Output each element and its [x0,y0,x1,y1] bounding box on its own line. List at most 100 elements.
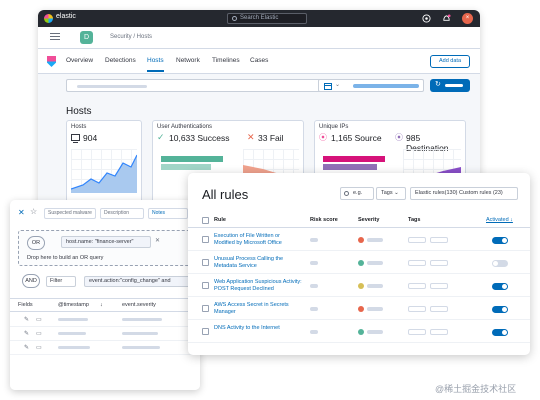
chevron-down-icon: ⌄ [335,81,340,88]
search-icon [232,16,237,21]
query-bar: ⌄ ↻ [38,74,480,96]
all-rules-panel: All rules e.g. Tags ⌄ Elastic rules(130)… [188,173,530,355]
tab-network[interactable]: Network [176,57,200,64]
notes-icon[interactable]: ▭ [36,330,42,337]
breadcrumb-bar: D Security / Hosts [38,27,480,49]
tab-detections[interactable]: Detections [105,57,136,64]
header-activated[interactable]: Activated ↓ [486,217,513,223]
severity-label [367,307,383,311]
kql-query-input[interactable] [66,79,348,92]
header-tags: Tags [408,217,420,223]
table-row[interactable]: AWS Access Secret in Secrets Manager [188,298,530,320]
rules-table-header: Rule Risk score Severity Tags Activated … [188,213,530,228]
fields-button[interactable]: Fields [18,302,33,308]
fade-overlay [10,350,200,390]
pin-icon[interactable]: ✎ [24,316,29,323]
risk-score [310,330,318,334]
search-placeholder: e.g. [353,190,362,196]
rule-name-link[interactable]: DNS Activity to the Internet [214,325,302,332]
user-avatar[interactable]: × [462,13,473,24]
security-nav: Overview Detections Hosts Network Timeli… [38,49,480,74]
host-icon [71,134,80,143]
rule-name-link[interactable]: Web Application Suspicious Activity: POS… [214,279,302,292]
menu-icon[interactable] [50,33,60,34]
description-field[interactable]: Description [100,208,144,219]
source-bar [323,156,385,162]
tag-chip[interactable]: Suspected malware [44,208,96,219]
destination-bar [323,164,377,170]
table-row[interactable]: DNS Activity to the Internet [188,321,530,343]
global-search-input[interactable]: Search Elastic [227,13,307,24]
close-icon[interactable]: ✕ [18,208,25,217]
date-picker[interactable]: ⌄ [318,79,424,92]
notifications-icon[interactable] [442,14,451,23]
filter-button[interactable]: Filter [46,276,76,287]
event-filter-pill[interactable]: event.action:"config_change" and [84,276,196,287]
tab-hosts[interactable]: Hosts [147,57,164,72]
notes-button[interactable]: Notes [148,208,188,219]
column-timestamp[interactable]: @timestamp [58,302,89,308]
severity-dot [358,260,364,266]
sort-arrow-icon[interactable]: ↓ [100,302,103,308]
star-icon[interactable]: ☆ [30,207,37,216]
timeline-column-header: Fields @timestamp ↓ event.severity [10,298,200,312]
severity-label [367,238,383,242]
notes-icon[interactable]: ▭ [36,316,42,323]
map-pin-icon: ⦿ [319,132,327,143]
activate-toggle[interactable] [492,306,508,313]
row-checkbox[interactable] [202,259,209,266]
header-risk-score[interactable]: Risk score [310,217,338,223]
rule-name-link[interactable]: AWS Access Secret in Secrets Manager [214,302,302,315]
rule-name-link[interactable]: Execution of File Written or Modified by… [214,233,302,246]
map-pin-icon: ⦿ [395,132,403,143]
header-severity[interactable]: Severity [358,217,379,223]
tag-badge [408,329,426,335]
tag-badge [408,283,426,289]
activate-toggle[interactable] [492,260,508,267]
risk-score [310,284,318,288]
row-checkbox[interactable] [202,328,209,335]
ips-source: 1,165 Source [331,133,382,143]
tab-cases[interactable]: Cases [250,57,268,64]
auth-fail: 33 Fail [258,133,284,143]
row-checkbox[interactable] [202,236,209,243]
activate-toggle[interactable] [492,329,508,336]
table-row[interactable]: ✎ ▭ [10,313,200,327]
tab-overview[interactable]: Overview [66,57,93,64]
severity-dot [358,283,364,289]
header-rule[interactable]: Rule [214,217,226,223]
tab-timelines[interactable]: Timelines [212,57,240,64]
rule-type-filter[interactable]: Elastic rules(130) Custom rules (23) [410,187,518,200]
activate-toggle[interactable] [492,237,508,244]
help-icon[interactable] [422,14,431,23]
timeline-panel: ✕ ☆ Suspected malware Description Notes … [10,200,200,390]
row-checkbox[interactable] [202,282,209,289]
chevron-down-icon: ⌄ [394,190,399,196]
table-row[interactable]: Web Application Suspicious Activity: POS… [188,275,530,297]
remove-filter-icon[interactable]: ✕ [155,237,160,244]
and-operator: AND [22,274,40,288]
breadcrumb[interactable]: Security / Hosts [110,34,152,40]
search-icon [344,191,349,196]
space-badge[interactable]: D [80,31,93,44]
refresh-icon: ↻ [435,80,441,88]
select-all-checkbox[interactable] [202,217,209,224]
table-row[interactable]: Execution of File Written or Modified by… [188,229,530,251]
host-filter-pill[interactable]: host.name: "finance-server" [61,236,151,248]
severity-dot [358,306,364,312]
query-dropzone[interactable]: OR host.name: "finance-server" ✕ Drop he… [18,230,196,266]
activate-toggle[interactable] [492,283,508,290]
kibana-header: elastic Search Elastic × [38,10,480,27]
table-row[interactable]: ✎ ▭ [10,327,200,341]
rule-name-link[interactable]: Unusual Process Calling the Metadata Ser… [214,256,302,269]
pin-icon[interactable]: ✎ [24,330,29,337]
severity-dot [358,237,364,243]
add-data-button[interactable]: Add data [430,55,470,68]
table-row[interactable]: Unusual Process Calling the Metadata Ser… [188,252,530,274]
rules-search-input[interactable]: e.g. [340,187,374,200]
card-label: Hosts [71,124,86,130]
row-checkbox[interactable] [202,305,209,312]
tags-filter-button[interactable]: Tags ⌄ [376,187,406,200]
refresh-button[interactable]: ↻ [430,79,470,92]
column-severity[interactable]: event.severity [122,302,156,308]
